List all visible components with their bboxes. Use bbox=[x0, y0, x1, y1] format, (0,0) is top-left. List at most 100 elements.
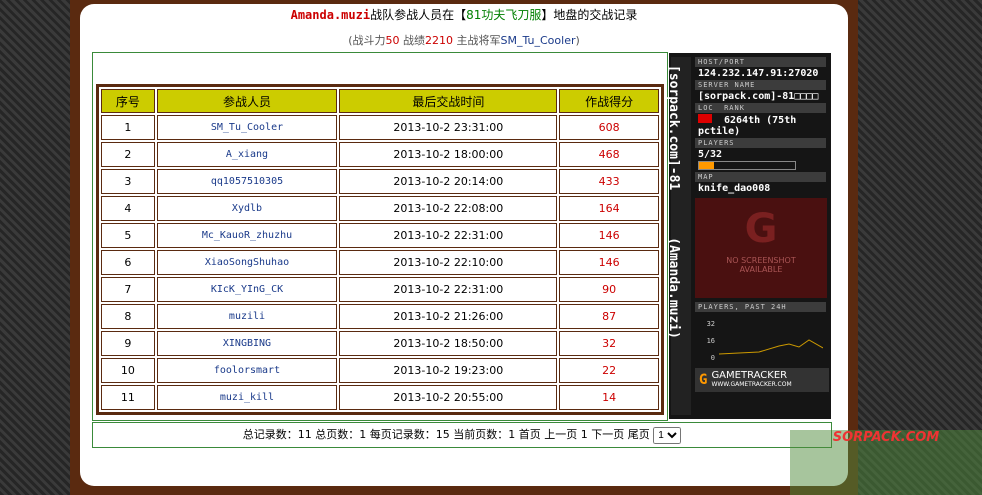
row-number: 7 bbox=[101, 277, 155, 302]
player-name[interactable]: muzi_kill bbox=[156, 385, 338, 410]
player-name[interactable]: muzili bbox=[156, 304, 338, 329]
subtitle-part: 50 bbox=[385, 34, 400, 47]
gametracker-widget: [sorpack.com]-81 (Amanda.muzi) HOST/PORT… bbox=[666, 53, 831, 419]
score: 32 bbox=[559, 331, 659, 356]
page-link[interactable]: 下一页 bbox=[591, 428, 625, 441]
watermark: SORPACK.COM bbox=[790, 430, 982, 495]
last-time: 2013-10-2 22:10:00 bbox=[339, 250, 558, 275]
last-time: 2013-10-2 18:00:00 bbox=[339, 142, 558, 167]
subtitle-part: 主战将军 bbox=[453, 34, 501, 47]
title-part: 战队参战人员在【 bbox=[370, 8, 467, 22]
score: 22 bbox=[559, 358, 659, 383]
column-header: 参战人员 bbox=[156, 89, 338, 113]
row-number: 5 bbox=[101, 223, 155, 248]
side-subtitle: (Amanda.muzi) bbox=[666, 237, 681, 339]
flag bbox=[698, 114, 712, 123]
label: RANK bbox=[724, 104, 745, 112]
players: 5/32 bbox=[698, 149, 723, 160]
row: 5 Mc_KauoR_zhuzhu 2013-10-2 22:31:00 146 bbox=[101, 223, 659, 248]
row: 7 KIcK_YInG_CK 2013-10-2 22:31:00 90 bbox=[101, 277, 659, 302]
last-time: 2013-10-2 18:50:00 bbox=[339, 331, 558, 356]
last-time: 2013-10-2 22:31:00 bbox=[339, 277, 558, 302]
row-number: 10 bbox=[101, 358, 155, 383]
row: 1 SM_Tu_Cooler 2013-10-2 23:31:00 608 bbox=[101, 115, 659, 140]
score: 433 bbox=[559, 169, 659, 194]
subtitle-part: ) bbox=[575, 34, 580, 47]
last-time: 2013-10-2 19:23:00 bbox=[339, 358, 558, 383]
title-part: 】地盘的交战记录 bbox=[541, 8, 638, 22]
row-number: 4 bbox=[101, 196, 155, 221]
last-time: 2013-10-2 22:08:00 bbox=[339, 196, 558, 221]
pagination: 总记录数：11 总页数：1 每页记录数：15 当前页数：1 首页 上一页 1 下… bbox=[92, 422, 832, 448]
player-name[interactable]: KIcK_YInG_CK bbox=[156, 277, 338, 302]
row: 6 XiaoSongShuhao 2013-10-2 22:10:00 146 bbox=[101, 250, 659, 275]
no-screenshot: NO SCREENSHOT AVAILABLE bbox=[726, 256, 796, 274]
row-number: 9 bbox=[101, 331, 155, 356]
row-number: 8 bbox=[101, 304, 155, 329]
last-time: 2013-10-2 20:14:00 bbox=[339, 169, 558, 194]
history-chart: 32 16 0 bbox=[695, 312, 829, 362]
row: 9 XINGBING 2013-10-2 18:50:00 32 bbox=[101, 331, 659, 356]
row-number: 3 bbox=[101, 169, 155, 194]
players-row: 5/32 bbox=[695, 148, 829, 172]
score: 608 bbox=[559, 115, 659, 140]
row-number: 1 bbox=[101, 115, 155, 140]
row: 10 foolorsmart 2013-10-2 19:23:00 22 bbox=[101, 358, 659, 383]
subtitle: (战斗力50 战绩2210 主战将军SM_Tu_Cooler) bbox=[80, 32, 848, 48]
server: [sorpack.com]-81□□□□ bbox=[698, 91, 819, 102]
history-tick: 32 bbox=[706, 320, 715, 328]
score: 87 bbox=[559, 304, 659, 329]
score: 146 bbox=[559, 250, 659, 275]
row-number: 11 bbox=[101, 385, 155, 410]
last-time: 2013-10-2 23:31:00 bbox=[339, 115, 558, 140]
column-header: 序号 bbox=[101, 89, 155, 113]
label: LOC RANK bbox=[695, 103, 826, 113]
page-link[interactable]: 1 bbox=[580, 428, 588, 441]
row: 3 qq1057510305 2013-10-2 20:14:00 433 bbox=[101, 169, 659, 194]
score: 14 bbox=[559, 385, 659, 410]
label: HOST/PORT bbox=[695, 57, 826, 67]
row: 11 muzi_kill 2013-10-2 20:55:00 14 bbox=[101, 385, 659, 410]
player-name[interactable]: SM_Tu_Cooler bbox=[156, 115, 338, 140]
history-tick: 0 bbox=[710, 354, 715, 362]
score: 164 bbox=[559, 196, 659, 221]
player-name[interactable]: Xydlb bbox=[156, 196, 338, 221]
player-name[interactable]: qq1057510305 bbox=[156, 169, 338, 194]
side-text: [sorpack.com]-81 (Amanda.muzi) bbox=[666, 65, 681, 405]
title-part: 81功夫飞刀服 bbox=[466, 8, 542, 22]
score: 90 bbox=[559, 277, 659, 302]
score: 146 bbox=[559, 223, 659, 248]
page-link[interactable]: 首页 bbox=[518, 428, 541, 441]
title-part: Amanda.muzi bbox=[290, 8, 371, 22]
player-name[interactable]: Mc_KauoR_zhuzhu bbox=[156, 223, 338, 248]
label: PLAYERS, PAST 24H bbox=[695, 302, 826, 312]
player-name[interactable]: A_xiang bbox=[156, 142, 338, 167]
last-time: 2013-10-2 20:55:00 bbox=[339, 385, 558, 410]
player-name[interactable]: XiaoSongShuhao bbox=[156, 250, 338, 275]
subtitle-part: 2210 bbox=[425, 34, 453, 47]
history-tick: 16 bbox=[706, 337, 715, 345]
row: 2 A_xiang 2013-10-2 18:00:00 468 bbox=[101, 142, 659, 167]
page-info: 总记录数：11 总页数：1 每页记录数：15 当前页数：1 bbox=[242, 428, 516, 441]
page-link[interactable]: 上一页 bbox=[544, 428, 578, 441]
column-header: 作战得分 bbox=[559, 89, 659, 113]
page-select[interactable]: 1 bbox=[653, 427, 682, 444]
player-name[interactable]: XINGBING bbox=[156, 331, 338, 356]
player-name[interactable]: foolorsmart bbox=[156, 358, 338, 383]
rank-row: 6264th (75th pctile) bbox=[695, 113, 829, 138]
records-table: 序号 参战人员 最后交战时间 作战得分 1 SM_Tu_Cooler 2013-10-2 2… bbox=[99, 87, 661, 412]
widget-content: HOST/PORT 124.232.147.91:27020 SERVER NA… bbox=[695, 57, 829, 392]
rank: 6264th (75th pctile) bbox=[698, 115, 797, 137]
page-link[interactable]: 尾页 bbox=[627, 428, 650, 441]
logo-mark: G bbox=[744, 206, 778, 252]
column-header: 最后交战时间 bbox=[339, 89, 558, 113]
score: 468 bbox=[559, 142, 659, 167]
players-bar bbox=[698, 160, 796, 170]
history-plot bbox=[719, 339, 823, 355]
label: SERVER NAME bbox=[695, 80, 826, 90]
map: knife_dao008 bbox=[698, 183, 771, 194]
row-number: 2 bbox=[101, 142, 155, 167]
brand: GAMETRACKER WWW.GAMETRACKER.COM bbox=[711, 371, 791, 389]
brand-name: GAMETRACKER bbox=[711, 370, 788, 381]
subtitle-part: 战绩 bbox=[399, 34, 425, 47]
